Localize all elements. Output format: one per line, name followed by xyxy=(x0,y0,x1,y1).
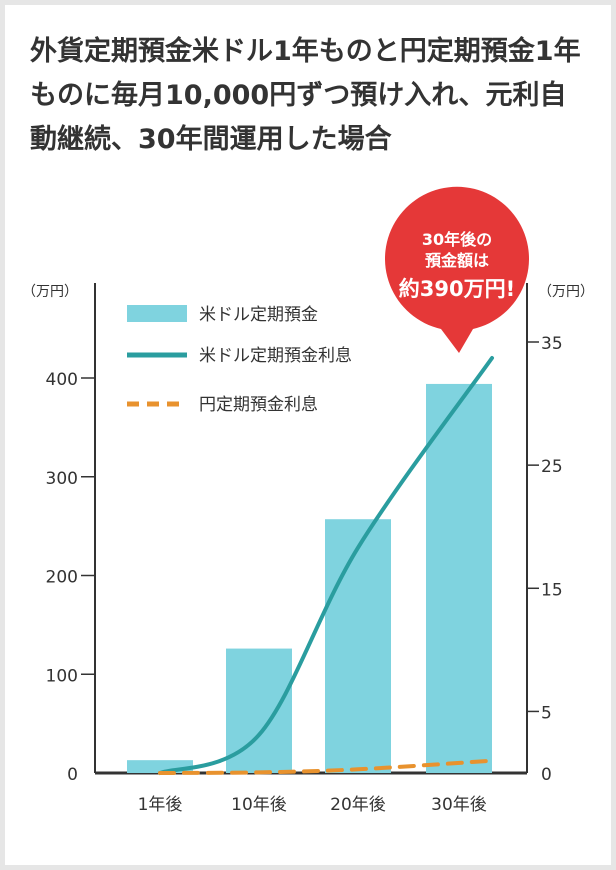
callout-bubble: 30年後の 預金額は 約390万円! xyxy=(385,186,529,353)
y-right-tick-label: 25 xyxy=(541,457,563,477)
series-line-jpy-interest xyxy=(158,758,494,775)
x-tick-label: 20年後 xyxy=(330,795,386,815)
callout-line-1: 30年後の xyxy=(422,230,492,249)
legend-label-jpy-line: 円定期預金利息 xyxy=(199,395,318,415)
y-right-tick-label: 5 xyxy=(541,703,552,723)
y-left-ticks: 0 100 200 300 400 xyxy=(46,370,95,785)
chart-title: 外貨定期預金米ドル1年ものと円定期預金1年ものに毎月10,000円ずつ預け入れ、… xyxy=(30,36,581,155)
series-line-usd-interest xyxy=(158,356,494,775)
y-left-tick-label: 200 xyxy=(46,568,78,588)
callout-shape xyxy=(385,186,529,353)
legend-label-bar: 米ドル定期預金 xyxy=(199,305,318,325)
x-tick-labels: 1年後 10年後 20年後 30年後 xyxy=(138,795,487,815)
legend-swatch-bar xyxy=(127,305,187,322)
y-left-tick-label: 0 xyxy=(67,765,78,785)
x-tick-label: 30年後 xyxy=(431,795,487,815)
bars xyxy=(127,383,492,773)
x-tick-label: 10年後 xyxy=(231,795,287,815)
callout-line-2: 預金額は xyxy=(425,251,489,270)
y-left-tick-label: 400 xyxy=(46,370,78,390)
legend-label-usd-line: 米ドル定期預金利息 xyxy=(199,346,352,366)
x-tick-label: 1年後 xyxy=(138,795,183,815)
legend: 米ドル定期預金 米ドル定期預金利息 円定期預金利息 xyxy=(127,305,352,415)
y-right-ticks: 0 5 15 25 35 xyxy=(527,334,563,785)
y-right-tick-label: 0 xyxy=(541,765,552,785)
bar-3 xyxy=(426,383,492,773)
chart-card xyxy=(5,5,611,865)
callout-line-3: 約390万円! xyxy=(399,277,515,301)
y-left-tick-label: 300 xyxy=(46,469,78,489)
y-right-tick-label: 35 xyxy=(541,334,563,354)
y-right-tick-label: 15 xyxy=(541,580,563,600)
y-left-tick-label: 100 xyxy=(46,666,78,686)
bar-2 xyxy=(325,519,391,773)
y-left-unit: （万円） xyxy=(22,284,78,300)
y-right-unit: （万円） xyxy=(538,284,594,300)
